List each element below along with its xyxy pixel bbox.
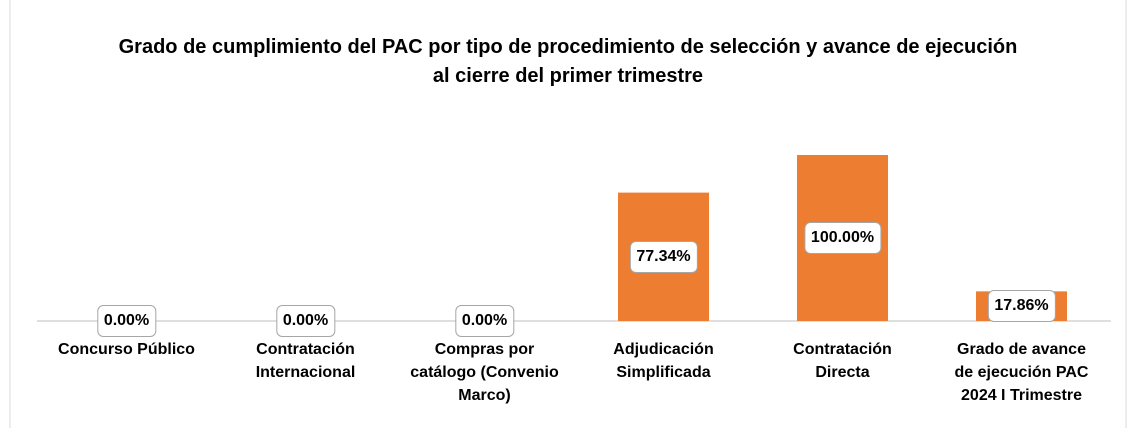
data-label: 77.34% [629, 240, 698, 273]
data-label: 0.00% [454, 305, 515, 337]
data-label: 0.00% [96, 305, 157, 337]
data-label: 100.00% [803, 222, 882, 254]
x-tick-label: Concurso Público [58, 341, 195, 358]
x-tick-label: Contratación Internacional [255, 341, 356, 381]
x-tick-label: Adjudicación Simplificada [613, 341, 714, 381]
x-tick-label: Grado de avance de ejecución PAC 2024 I … [954, 341, 1089, 404]
x-tick-label: Contratación Directa [793, 341, 892, 381]
chart-title: Grado de cumplimiento del PAC por tipo d… [118, 36, 1018, 87]
data-label: 17.86% [987, 290, 1056, 323]
data-label: 0.00% [275, 305, 336, 337]
x-tick-label: Compras por catálogo (Convenio Marco) [410, 341, 559, 404]
